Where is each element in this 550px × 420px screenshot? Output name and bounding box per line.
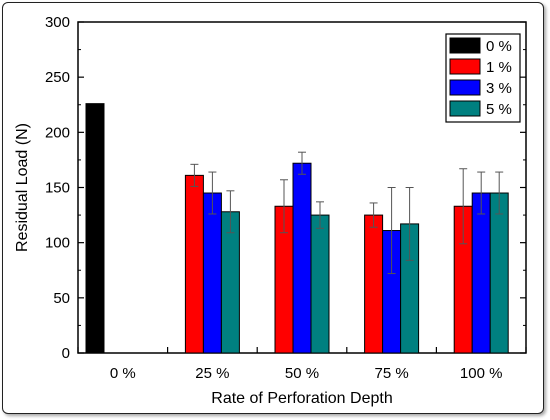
legend-label: 3 %	[486, 80, 512, 97]
x-axis-title: Rate of Perforation Depth	[211, 390, 392, 407]
y-axis-title: Residual Load (N)	[14, 123, 31, 252]
legend-swatch	[449, 100, 481, 117]
y-tick-label: 0	[62, 345, 70, 362]
bar	[184, 174, 204, 354]
x-tick-label: 0 %	[110, 365, 136, 382]
bar	[310, 214, 330, 354]
bar	[292, 162, 312, 354]
y-tick-label: 300	[45, 14, 70, 31]
bar	[364, 214, 384, 354]
legend-label: 1 %	[486, 59, 512, 76]
y-tick-label: 200	[45, 124, 70, 141]
legend-label: 5 %	[486, 101, 512, 118]
bar	[85, 103, 105, 354]
x-tick-label: 50 %	[285, 365, 319, 382]
y-tick-label: 150	[45, 180, 70, 197]
x-tick-label: 100 %	[460, 365, 503, 382]
legend-swatch	[449, 37, 481, 54]
bar	[489, 192, 509, 354]
y-tick-label: 100	[45, 235, 70, 252]
y-tick-label: 250	[45, 69, 70, 86]
x-tick-label: 75 %	[374, 365, 408, 382]
bar	[202, 192, 222, 354]
bar	[471, 192, 491, 354]
legend-swatch	[449, 58, 481, 75]
legend-swatch	[449, 79, 481, 96]
x-tick-label: 25 %	[195, 365, 229, 382]
y-tick-label: 50	[53, 290, 70, 307]
legend-label: 0 %	[486, 38, 512, 55]
